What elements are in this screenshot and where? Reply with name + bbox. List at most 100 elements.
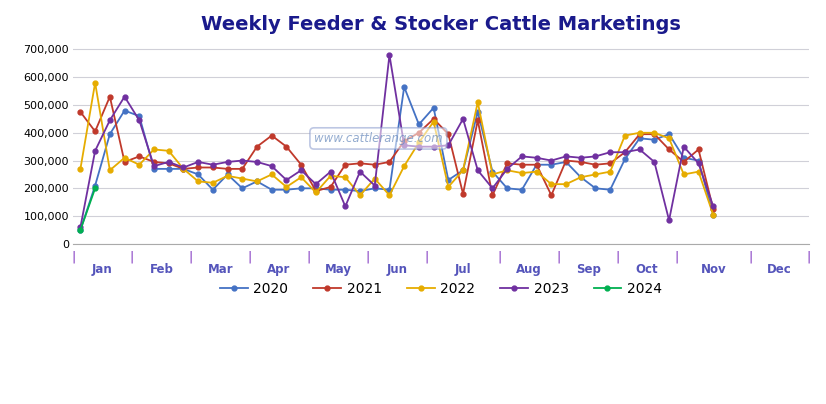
2020: [576, 175, 586, 180]
2023: [370, 183, 380, 188]
2023: [561, 154, 571, 159]
2022: [664, 136, 674, 141]
Text: May: May: [325, 263, 351, 276]
2021: [502, 161, 512, 166]
2021: [591, 162, 601, 167]
Line: 2023: 2023: [78, 53, 715, 229]
2023: [414, 144, 424, 149]
2023: [178, 165, 188, 170]
2021: [605, 161, 615, 166]
2023: [694, 161, 704, 166]
2023: [237, 158, 247, 163]
2020: [164, 166, 173, 171]
2021: [297, 162, 306, 167]
2022: [355, 193, 365, 198]
2020: [532, 162, 542, 167]
Text: |: |: [748, 251, 752, 264]
2022: [164, 148, 173, 153]
2020: [679, 156, 689, 160]
2022: [517, 170, 527, 175]
Text: |: |: [674, 251, 678, 264]
Text: Mar: Mar: [207, 263, 233, 276]
2022: [546, 182, 556, 187]
2021: [532, 162, 542, 167]
Text: Dec: Dec: [767, 263, 792, 276]
2020: [120, 108, 130, 113]
Title: Weekly Feeder & Stocker Cattle Marketings: Weekly Feeder & Stocker Cattle Marketing…: [201, 15, 681, 34]
2022: [649, 130, 659, 135]
2023: [90, 148, 100, 153]
2021: [561, 158, 571, 163]
2020: [472, 109, 482, 114]
2020: [75, 227, 85, 232]
2023: [532, 156, 542, 160]
2023: [472, 168, 482, 173]
2020: [282, 187, 292, 192]
Text: |: |: [248, 251, 252, 264]
2021: [620, 150, 630, 155]
2022: [208, 180, 218, 185]
2022: [576, 175, 586, 180]
2021: [267, 133, 277, 138]
2020: [487, 169, 497, 174]
2021: [576, 160, 586, 164]
2022: [370, 176, 380, 181]
2020: [634, 136, 644, 141]
2020: [193, 172, 203, 177]
2021: [370, 162, 380, 167]
2022: [105, 168, 115, 173]
2020: [325, 187, 335, 192]
Legend: 2020, 2021, 2022, 2023, 2024: 2020, 2021, 2022, 2023, 2024: [215, 277, 667, 302]
2023: [399, 143, 409, 148]
2023: [620, 150, 630, 155]
Text: Feb: Feb: [150, 263, 173, 276]
2020: [694, 158, 704, 163]
2020: [605, 187, 615, 192]
2021: [223, 166, 233, 171]
2020: [297, 186, 306, 191]
2022: [444, 185, 453, 189]
2021: [340, 162, 350, 167]
2022: [223, 173, 233, 178]
2020: [252, 179, 262, 184]
2021: [679, 160, 689, 164]
2022: [458, 168, 468, 173]
Text: Sep: Sep: [576, 263, 601, 276]
2023: [576, 156, 586, 160]
2022: [694, 169, 704, 174]
2023: [355, 169, 365, 174]
2020: [267, 187, 277, 192]
2021: [517, 162, 527, 167]
2022: [532, 169, 542, 174]
2022: [605, 169, 615, 174]
Line: 2022: 2022: [78, 80, 715, 217]
2024: [90, 186, 100, 191]
2022: [325, 173, 335, 178]
2021: [414, 130, 424, 135]
2021: [120, 160, 130, 164]
2021: [90, 129, 100, 134]
2021: [135, 154, 145, 159]
2023: [487, 186, 497, 191]
2021: [546, 193, 556, 198]
2021: [487, 193, 497, 198]
2020: [149, 166, 159, 171]
2020: [429, 105, 439, 110]
2021: [237, 166, 247, 171]
2023: [75, 225, 85, 229]
2021: [75, 109, 85, 114]
2020: [399, 84, 409, 89]
2023: [502, 166, 512, 171]
2021: [164, 161, 173, 166]
2022: [237, 176, 247, 181]
2021: [664, 147, 674, 152]
2023: [135, 118, 145, 123]
2022: [399, 164, 409, 168]
2020: [311, 186, 320, 191]
Text: |: |: [807, 251, 811, 264]
2023: [664, 218, 674, 223]
2023: [120, 94, 130, 99]
2022: [414, 140, 424, 145]
2022: [679, 172, 689, 177]
2022: [620, 133, 630, 138]
